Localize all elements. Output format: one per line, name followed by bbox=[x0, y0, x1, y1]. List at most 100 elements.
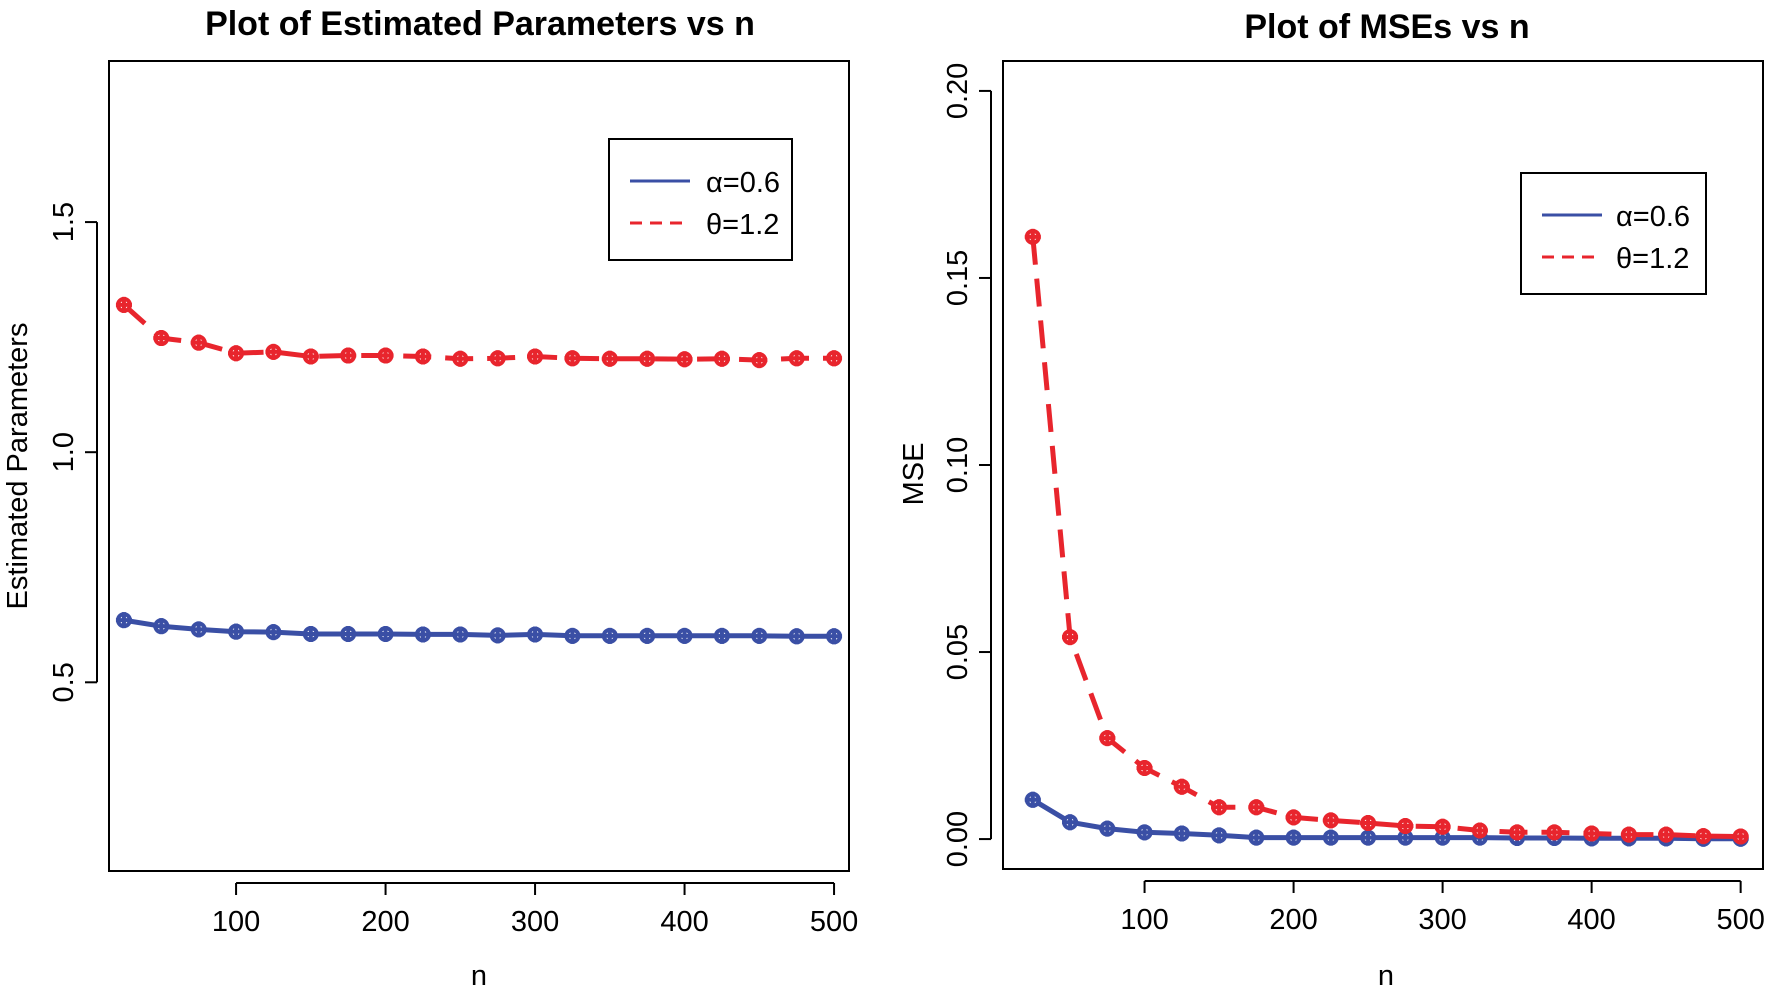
data-point-marker bbox=[1248, 829, 1265, 846]
mse-chart: Plot of MSEs vs n 0.00 0.05 0.10 0.15 0.20 1… bbox=[898, 8, 1765, 992]
data-point-marker bbox=[1360, 814, 1377, 831]
legend: α=0.6 θ=1.2 bbox=[608, 138, 793, 261]
data-point-marker bbox=[1285, 809, 1302, 826]
data-point-marker bbox=[1397, 817, 1414, 834]
data-point-marker bbox=[1732, 828, 1749, 845]
data-point-marker bbox=[564, 627, 581, 644]
data-point-marker bbox=[153, 330, 170, 347]
y-tick-label: 0.15 bbox=[942, 250, 974, 306]
data-point-marker bbox=[1136, 824, 1153, 841]
data-point-marker bbox=[489, 627, 506, 644]
x-axis: 100 200 300 400 500 bbox=[1120, 880, 1765, 936]
data-point-marker bbox=[527, 348, 544, 365]
data-point-marker bbox=[826, 628, 843, 645]
data-point-marker bbox=[1583, 825, 1600, 842]
y-tick-label: 0.20 bbox=[942, 63, 974, 119]
data-point-marker bbox=[1024, 791, 1041, 808]
y-tick-label: 0.5 bbox=[48, 662, 80, 702]
data-point-marker bbox=[713, 350, 730, 367]
estimated-parameters-chart: Plot of Estimated Parameters vs n 0.5 1.0… bbox=[2, 5, 858, 992]
data-point-marker bbox=[527, 626, 544, 643]
data-point-marker bbox=[489, 350, 506, 367]
data-point-marker bbox=[826, 350, 843, 367]
data-point-marker bbox=[340, 625, 357, 642]
data-point-marker bbox=[1099, 820, 1116, 837]
chart-title: Plot of Estimated Parameters vs n bbox=[205, 5, 755, 43]
data-point-marker bbox=[788, 350, 805, 367]
data-point-marker bbox=[1248, 799, 1265, 816]
data-point-marker bbox=[1620, 826, 1637, 843]
data-point-marker bbox=[377, 625, 394, 642]
data-point-marker bbox=[1062, 814, 1079, 831]
plot-frame bbox=[1002, 60, 1764, 870]
legend: α=0.6 θ=1.2 bbox=[1520, 172, 1707, 295]
data-point-marker bbox=[676, 627, 693, 644]
x-axis: 100 200 300 400 500 bbox=[212, 882, 858, 938]
y-axis-label: MSE bbox=[898, 443, 930, 506]
data-point-marker bbox=[115, 296, 132, 313]
data-point-marker bbox=[115, 612, 132, 629]
data-point-marker bbox=[153, 618, 170, 635]
data-point-marker bbox=[751, 352, 768, 369]
data-point-marker bbox=[452, 626, 469, 643]
data-point-marker bbox=[1322, 812, 1339, 829]
data-point-marker bbox=[1322, 829, 1339, 846]
data-point-marker bbox=[1024, 228, 1041, 245]
data-point-marker bbox=[414, 348, 431, 365]
chart-title: Plot of MSEs vs n bbox=[1244, 8, 1529, 46]
x-axis-label: n bbox=[471, 960, 487, 992]
data-point-marker bbox=[228, 623, 245, 640]
data-point-marker bbox=[302, 625, 319, 642]
x-tick-label: 100 bbox=[1120, 904, 1168, 936]
x-axis-label: n bbox=[1378, 960, 1394, 992]
data-point-marker bbox=[1658, 826, 1675, 843]
x-tick-label: 500 bbox=[1716, 904, 1764, 936]
x-tick-label: 400 bbox=[1567, 904, 1615, 936]
data-point-marker bbox=[676, 351, 693, 368]
y-tick-label: 0.05 bbox=[942, 624, 974, 680]
y-axis-label: Estimated Parameters bbox=[2, 323, 34, 610]
series-layer bbox=[1024, 228, 1749, 847]
data-point-marker bbox=[228, 345, 245, 362]
y-tick-label: 1.5 bbox=[48, 202, 80, 242]
legend-label-theta: θ=1.2 bbox=[1616, 243, 1689, 275]
data-point-marker bbox=[414, 626, 431, 643]
data-point-marker bbox=[1471, 822, 1488, 839]
y-tick-label: 0.00 bbox=[942, 811, 974, 867]
data-point-marker bbox=[1173, 825, 1190, 842]
data-point-marker bbox=[1136, 760, 1153, 776]
data-point-marker bbox=[1062, 629, 1079, 646]
x-tick-label: 100 bbox=[212, 906, 260, 938]
data-point-marker bbox=[639, 350, 656, 367]
series-line-theta bbox=[1030, 236, 1741, 839]
data-point-marker bbox=[190, 621, 207, 638]
y-tick-label: 0.10 bbox=[942, 437, 974, 493]
data-point-marker bbox=[639, 627, 656, 644]
data-point-marker bbox=[601, 350, 618, 367]
legend-label-alpha: α=0.6 bbox=[1616, 201, 1690, 233]
data-point-marker bbox=[1285, 829, 1302, 846]
legend-label-theta: θ=1.2 bbox=[706, 209, 779, 241]
x-tick-label: 400 bbox=[660, 906, 708, 938]
data-point-marker bbox=[377, 347, 394, 364]
legend-label-alpha: α=0.6 bbox=[706, 167, 780, 199]
legend-box bbox=[608, 138, 793, 261]
data-point-marker bbox=[601, 627, 618, 644]
x-tick-label: 200 bbox=[361, 906, 409, 938]
y-axis: 0.00 0.05 0.10 0.15 0.20 bbox=[942, 63, 992, 867]
data-point-marker bbox=[265, 624, 282, 641]
data-point-marker bbox=[452, 350, 469, 367]
data-point-marker bbox=[1173, 778, 1190, 795]
series-layer bbox=[115, 296, 843, 645]
data-point-marker bbox=[713, 627, 730, 644]
data-point-marker bbox=[190, 334, 207, 351]
y-tick-label: 1.0 bbox=[48, 432, 80, 472]
data-point-marker bbox=[1509, 824, 1526, 841]
data-point-marker bbox=[1546, 824, 1563, 841]
y-axis: 0.5 1.0 1.5 bbox=[48, 202, 98, 702]
data-point-marker bbox=[340, 347, 357, 364]
data-point-marker bbox=[265, 343, 282, 360]
x-tick-label: 300 bbox=[1418, 904, 1466, 936]
x-tick-label: 200 bbox=[1269, 904, 1317, 936]
